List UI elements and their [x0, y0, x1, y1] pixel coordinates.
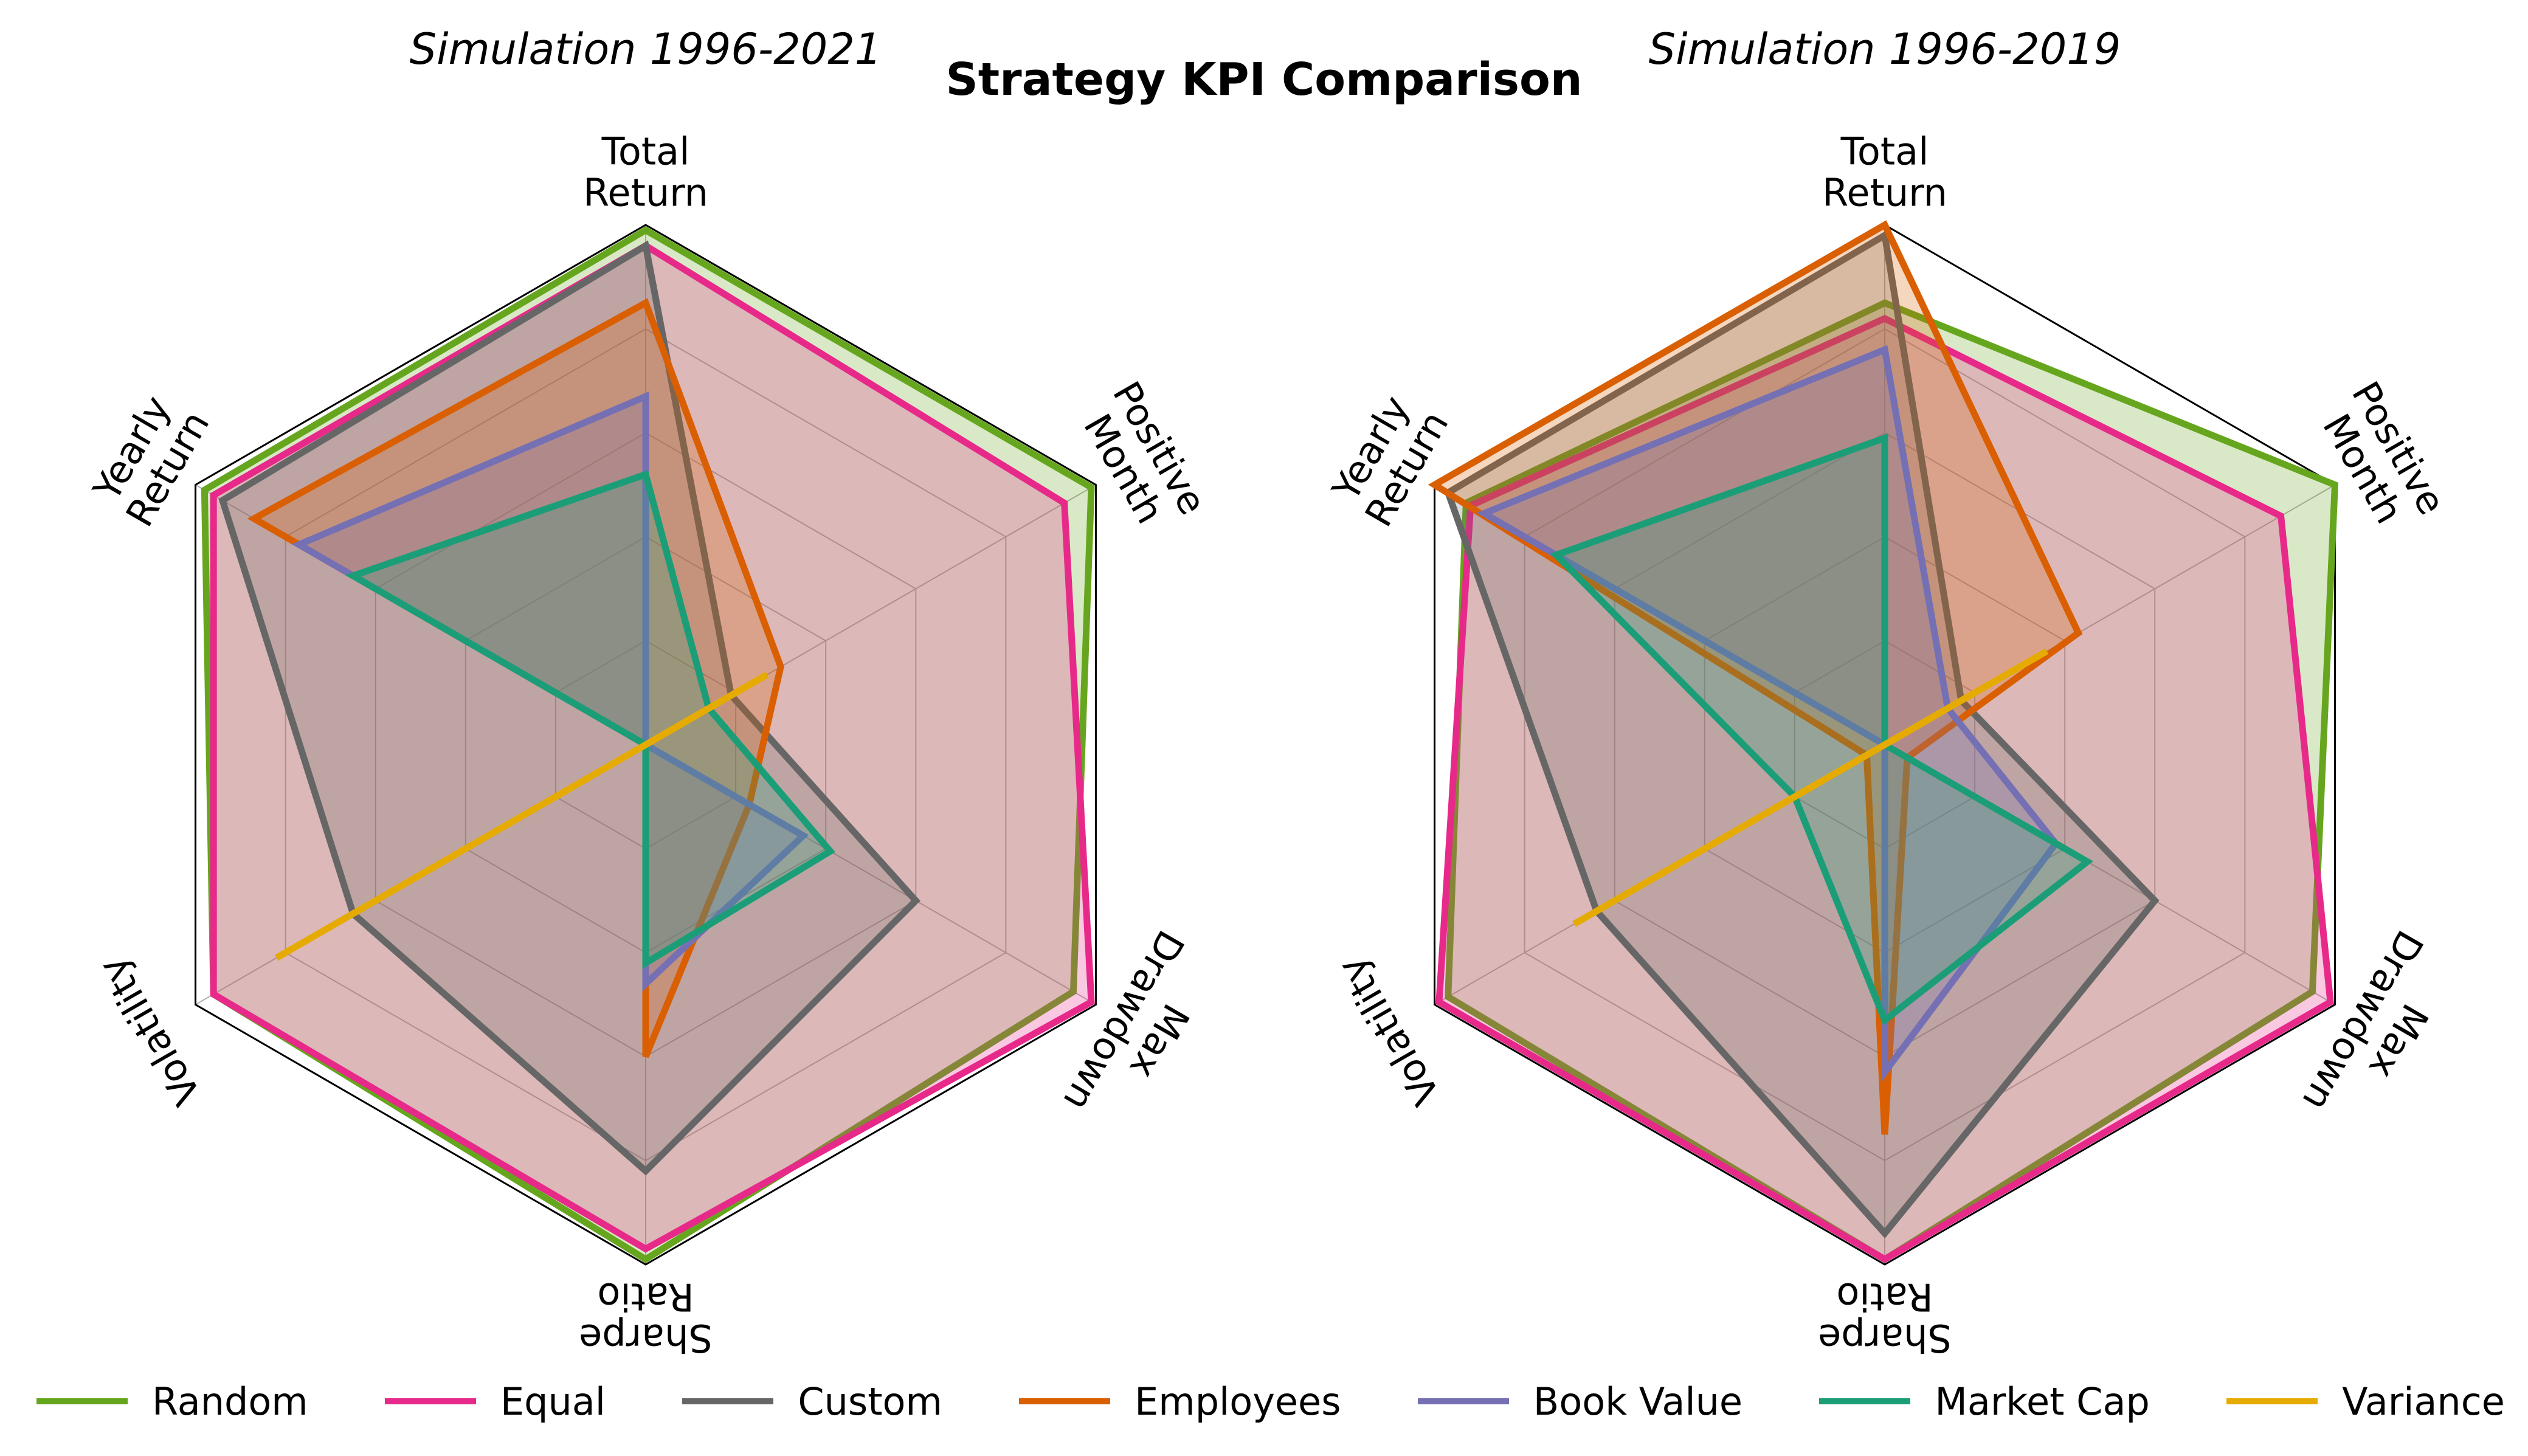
axis-label-yearly-return: YearlyReturn — [81, 383, 218, 534]
legend-item-variance: Variance — [2226, 1379, 2505, 1424]
axis-label-sharpe-ratio: SharpeRatio — [579, 1275, 713, 1361]
subplot-title: Simulation 1996-2021 — [410, 24, 882, 74]
axis-label-total-return: Total Return — [1822, 129, 1947, 215]
axis-label-volatility: Volatility — [90, 950, 210, 1113]
subplot-title: Simulation 1996-2019 — [1649, 24, 2121, 74]
legend-swatch — [36, 1398, 128, 1404]
axis-label-volatility: Volatility — [1329, 950, 1449, 1113]
legend-label: Book Value — [1533, 1379, 1743, 1424]
legend-label: Random — [152, 1379, 308, 1424]
legend-label: Employees — [1134, 1379, 1341, 1424]
legend-label: Market Cap — [1935, 1379, 2150, 1424]
legend-label: Custom — [798, 1379, 942, 1424]
axis-label-sharpe-ratio: SharpeRatio — [1818, 1275, 1952, 1361]
axis-label-total-return: Total Return — [583, 129, 708, 215]
legend-swatch — [2226, 1398, 2318, 1404]
legend-item-market-cap: Market Cap — [1819, 1379, 2150, 1424]
legend-label: Variance — [2342, 1379, 2505, 1424]
legend-item-custom: Custom — [682, 1379, 942, 1424]
legend-item-employees: Employees — [1019, 1379, 1341, 1424]
legend-item-equal: Equal — [384, 1379, 606, 1424]
legend-swatch — [1019, 1398, 1111, 1404]
legend-label: Equal — [500, 1379, 606, 1424]
axis-label-yearly-return: YearlyReturn — [1321, 383, 1457, 534]
outer-frame — [195, 224, 1097, 1266]
legend-swatch — [682, 1398, 774, 1404]
legend-swatch — [1819, 1398, 1911, 1404]
series-variance — [1572, 648, 2049, 927]
chart-main-title: Strategy KPI Comparison — [945, 53, 1583, 106]
legend: Random Equal Custom Employees Book Value… — [36, 1371, 2505, 1432]
legend-swatch — [384, 1398, 476, 1404]
legend-item-random: Random — [36, 1379, 308, 1424]
legend-item-book-value: Book Value — [1417, 1379, 1743, 1424]
legend-swatch — [1417, 1398, 1509, 1404]
series-variance — [275, 671, 769, 961]
series-employees — [1428, 220, 2083, 1135]
